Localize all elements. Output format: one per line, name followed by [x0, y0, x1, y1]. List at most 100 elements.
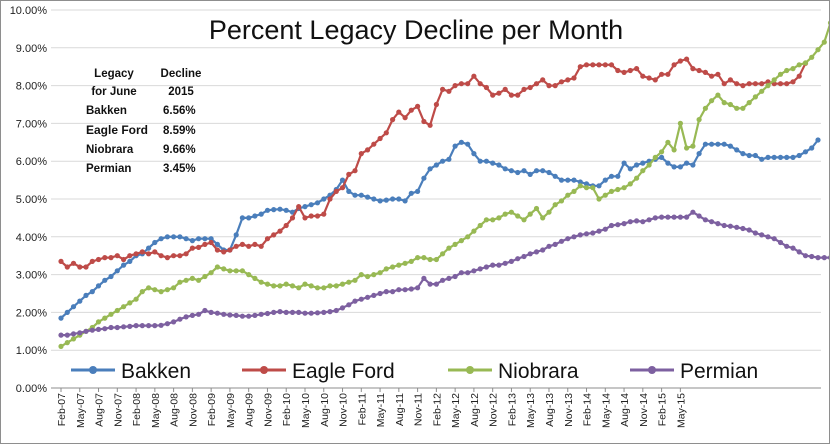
data-point-niobrara — [827, 20, 829, 26]
data-point-bakken — [302, 204, 308, 210]
legend-item-niobrara: Niobrara — [448, 360, 579, 383]
data-point-bakken — [634, 162, 640, 168]
data-point-niobrara — [339, 281, 346, 287]
data-point-eagle-ford — [221, 249, 227, 255]
data-point-permian — [796, 249, 802, 255]
data-point-niobrara — [164, 287, 170, 293]
data-point-bakken — [477, 158, 483, 164]
data-point-permian — [596, 228, 602, 234]
data-point-eagle-ford — [183, 251, 189, 257]
data-point-niobrara — [583, 185, 590, 191]
data-point-niobrara — [746, 100, 752, 106]
data-point-eagle-ford — [496, 90, 502, 96]
data-point-niobrara — [183, 277, 189, 283]
data-point-eagle-ford — [139, 249, 145, 255]
data-point-eagle-ford — [352, 168, 358, 174]
data-point-bakken — [352, 192, 358, 198]
data-point-bakken — [740, 151, 746, 157]
data-point-niobrara — [283, 281, 289, 287]
data-point-permian — [214, 310, 220, 316]
data-point-permian — [571, 234, 577, 240]
data-point-niobrara — [433, 256, 439, 263]
data-point-permian — [77, 330, 83, 336]
data-point-bakken — [571, 177, 577, 183]
data-point-permian — [139, 323, 145, 329]
data-point-eagle-ford — [615, 67, 621, 74]
legend-swatch-marker — [89, 366, 97, 374]
data-point-bakken — [239, 215, 245, 221]
data-point-permian — [221, 311, 227, 317]
legend-label: Permian — [680, 360, 758, 383]
y-tick-label: 9.00% — [16, 43, 47, 55]
data-point-bakken — [346, 188, 352, 194]
data-point-bakken — [759, 156, 765, 162]
data-point-bakken — [233, 232, 239, 238]
data-point-niobrara — [121, 304, 127, 310]
data-point-bakken — [358, 192, 364, 198]
data-point-permian — [352, 298, 358, 304]
data-point-permian — [133, 323, 139, 329]
data-point-bakken — [64, 309, 70, 315]
series-lines — [58, 20, 829, 349]
data-point-eagle-ford — [302, 215, 308, 221]
data-point-niobrara — [221, 266, 227, 272]
data-point-eagle-ford — [715, 71, 721, 77]
x-tick-label: Feb-12 — [431, 393, 443, 426]
data-point-niobrara — [802, 60, 809, 66]
legend-label: Eagle Ford — [292, 360, 395, 383]
data-point-permian — [383, 289, 389, 295]
data-point-niobrara — [496, 215, 502, 221]
data-point-niobrara — [784, 67, 790, 74]
data-point-eagle-ford — [483, 84, 489, 91]
data-point-permian — [440, 277, 446, 283]
data-point-eagle-ford — [308, 213, 314, 219]
data-point-niobrara — [296, 285, 302, 291]
data-point-niobrara — [333, 283, 339, 289]
data-point-permian — [264, 310, 271, 317]
annotation-value-niobrara: 9.66% — [163, 144, 196, 156]
data-point-bakken — [471, 151, 477, 157]
data-point-eagle-ford — [89, 258, 95, 264]
data-point-bakken — [121, 262, 127, 268]
data-point-bakken — [95, 283, 102, 289]
data-point-bakken — [177, 234, 183, 240]
annotation-table: Legacy Decline for June 2015 Bakken 6.56… — [86, 68, 201, 175]
data-point-permian — [602, 226, 608, 232]
data-point-eagle-ford — [709, 73, 715, 79]
data-point-permian — [408, 286, 414, 292]
data-point-eagle-ford — [214, 247, 220, 253]
data-point-eagle-ford — [684, 56, 690, 62]
data-point-permian — [333, 307, 339, 314]
gridlines — [51, 9, 821, 351]
data-point-bakken — [308, 202, 314, 208]
legend-swatch-marker — [466, 366, 474, 374]
data-point-bakken — [383, 197, 389, 203]
data-point-niobrara — [571, 188, 577, 194]
data-point-permian — [634, 218, 640, 224]
data-point-permian — [321, 309, 327, 315]
data-point-eagle-ford — [377, 135, 383, 142]
data-point-permian — [171, 319, 177, 325]
data-point-bakken — [615, 173, 621, 179]
data-point-permian — [121, 324, 127, 330]
data-point-bakken — [533, 168, 540, 174]
data-point-niobrara — [558, 198, 565, 204]
data-point-bakken — [490, 160, 496, 166]
data-point-niobrara — [327, 283, 333, 289]
data-point-permian — [740, 225, 746, 232]
data-point-niobrara — [277, 283, 283, 289]
annotation-label-permian: Permian — [86, 163, 131, 175]
data-point-permian — [565, 236, 571, 242]
data-point-bakken — [483, 158, 489, 164]
data-point-permian — [821, 255, 827, 261]
data-point-bakken — [114, 268, 120, 274]
data-point-niobrara — [696, 117, 702, 123]
data-point-permian — [784, 243, 790, 249]
data-point-eagle-ford — [752, 81, 759, 87]
data-point-bakken — [702, 141, 709, 147]
data-point-bakken — [189, 238, 195, 244]
data-point-permian — [640, 219, 646, 225]
x-tick-label: Aug-13 — [544, 393, 556, 427]
data-point-niobrara — [765, 83, 771, 89]
data-point-permian — [427, 281, 433, 287]
